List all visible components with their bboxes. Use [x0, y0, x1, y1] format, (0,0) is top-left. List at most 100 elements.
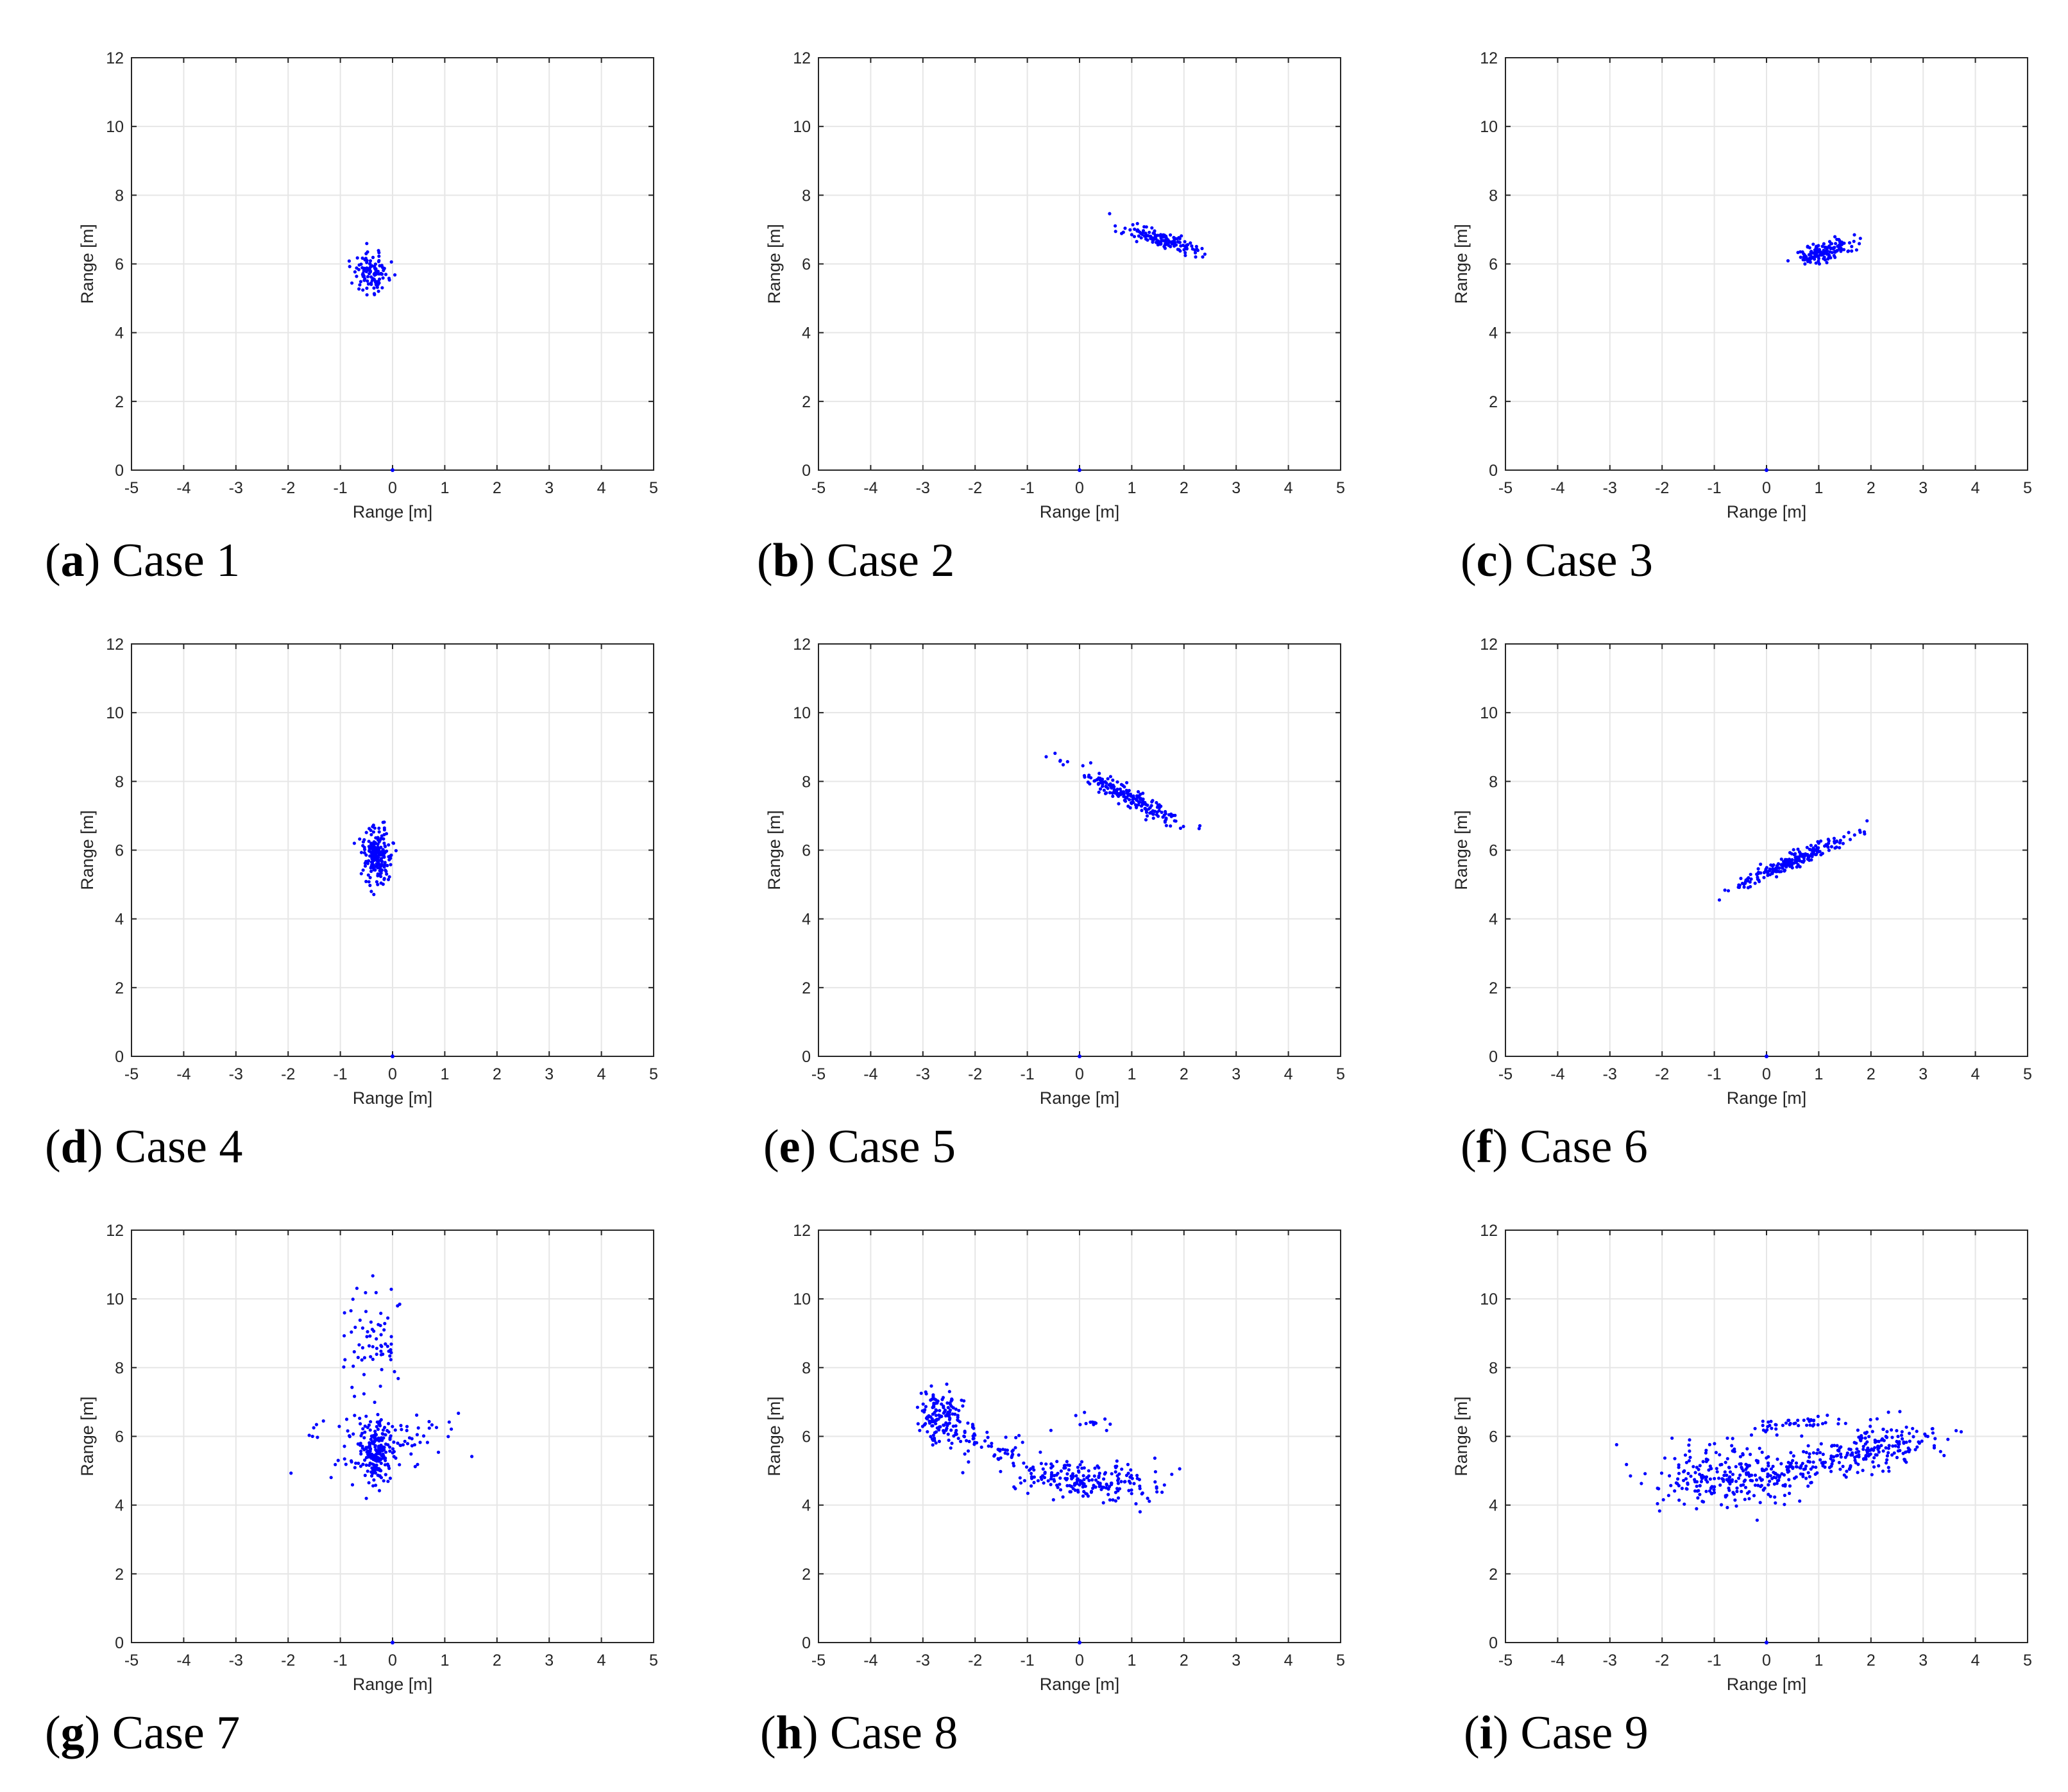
caption-g: (g) Case 7: [45, 1706, 240, 1761]
x-tick-label: 4: [1971, 1065, 1980, 1083]
scatter-point: [373, 292, 377, 296]
scatter-point: [986, 1435, 990, 1439]
scatter-point: [1846, 249, 1850, 253]
scatter-point: [421, 1434, 426, 1438]
x-tick-label: -2: [1655, 1652, 1669, 1669]
scatter-point: [447, 1420, 451, 1424]
y-tick-label: 4: [802, 325, 811, 342]
scatter-point: [1135, 240, 1139, 244]
scatter-point: [1879, 1444, 1883, 1448]
scatter-point: [371, 255, 375, 259]
scatter-point: [368, 1454, 371, 1458]
scatter-point: [1680, 1487, 1684, 1491]
scatter-point: [366, 282, 371, 286]
scatter-point: [386, 1344, 389, 1348]
scatter-point: [380, 1367, 384, 1371]
scatter-point: [1087, 773, 1091, 777]
scatter-point: [351, 1298, 355, 1301]
scatter-point: [362, 267, 366, 271]
x-tick-label: -5: [124, 1065, 139, 1083]
scatter-point: [1790, 852, 1793, 856]
scatter-point: [1693, 1471, 1697, 1475]
scatter-series: [347, 242, 397, 297]
scatter-point: [1776, 1457, 1779, 1461]
scatter-point: [1777, 1475, 1781, 1479]
scatter-point: [1724, 1460, 1727, 1464]
scatter-point: [1828, 250, 1832, 254]
scatter-point: [1138, 1510, 1142, 1514]
scatter-point: [1833, 249, 1837, 253]
scatter-point: [1201, 255, 1205, 259]
scatter-point: [384, 868, 387, 872]
caption-paren: ): [1492, 1120, 1520, 1173]
y-tick-label: 10: [106, 1290, 124, 1308]
scatter-point: [1795, 1465, 1799, 1469]
scatter-point: [1727, 1476, 1731, 1480]
scatter-point: [1785, 1468, 1790, 1472]
scatter-point: [1799, 255, 1802, 259]
scatter-point: [1767, 1483, 1770, 1487]
scatter-point: [368, 1428, 372, 1432]
scatter-point: [383, 1463, 387, 1467]
scatter-point: [1105, 1486, 1108, 1490]
scatter-point: [1769, 1467, 1774, 1471]
scatter-point: [1790, 866, 1794, 870]
scatter-point: [1115, 793, 1119, 797]
scatter-point: [316, 1435, 319, 1439]
caption-c: (c) Case 3: [1461, 534, 1653, 588]
scatter-point: [364, 269, 368, 274]
scatter-point: [953, 1412, 957, 1416]
scatter-point: [1146, 238, 1149, 242]
y-tick-label: 2: [115, 1566, 124, 1584]
caption-a: (a) Case 1: [45, 534, 240, 588]
scatter-point: [1769, 1419, 1773, 1423]
scatter-point: [1091, 1486, 1095, 1490]
scatter-point: [1050, 1471, 1054, 1475]
scatter-point: [1813, 249, 1817, 253]
scatter-point: [1794, 1475, 1798, 1479]
scatter-point: [1677, 1498, 1681, 1502]
scatter-point: [1055, 1460, 1059, 1464]
scatter-point: [1110, 1482, 1114, 1485]
scatter-point: [1794, 861, 1798, 865]
scatter-point: [363, 864, 368, 868]
scatter-point: [350, 1459, 353, 1463]
x-tick-label: 5: [1336, 1652, 1345, 1669]
scatter-point: [1699, 1480, 1703, 1483]
scatter-point: [1808, 260, 1812, 264]
scatter-point: [1084, 1492, 1088, 1496]
caption-letter: g: [60, 1707, 85, 1759]
scatter-point: [1887, 1444, 1891, 1448]
scatter-point: [1755, 872, 1759, 876]
caption-title: Case 1: [112, 534, 241, 587]
scatter-point: [956, 1437, 960, 1441]
scatter-point: [457, 1411, 461, 1416]
scatter-point: [362, 1392, 366, 1396]
scatter-point: [415, 1433, 420, 1437]
x-tick-label: 0: [388, 479, 397, 497]
scatter-point: [1019, 1481, 1023, 1485]
scatter-point: [1167, 813, 1171, 816]
scatter-point: [1837, 243, 1841, 247]
scatter-point: [1140, 1491, 1144, 1495]
caption-paren: (: [1464, 1707, 1480, 1759]
scatter-point: [1783, 860, 1786, 864]
scatter-point: [372, 893, 376, 897]
scatter-point: [1194, 244, 1198, 248]
scatter-point: [951, 1406, 955, 1410]
scatter-point: [1852, 833, 1856, 837]
scatter-point: [1153, 1470, 1157, 1474]
scatter-point: [307, 1433, 311, 1437]
scatter-point: [1114, 1470, 1117, 1474]
scatter-point: [1768, 1474, 1772, 1478]
scatter-point: [1768, 873, 1772, 877]
scatter-point: [1833, 235, 1837, 239]
scatter-point: [1808, 847, 1811, 851]
scatter-point: [987, 1444, 990, 1448]
scatter-point: [1761, 1488, 1765, 1492]
scatter-point: [1081, 1474, 1085, 1478]
scatter-point: [1105, 1428, 1108, 1432]
scatter-point: [380, 834, 384, 838]
scatter-point: [1742, 885, 1746, 889]
scatter-point: [1767, 1420, 1770, 1424]
